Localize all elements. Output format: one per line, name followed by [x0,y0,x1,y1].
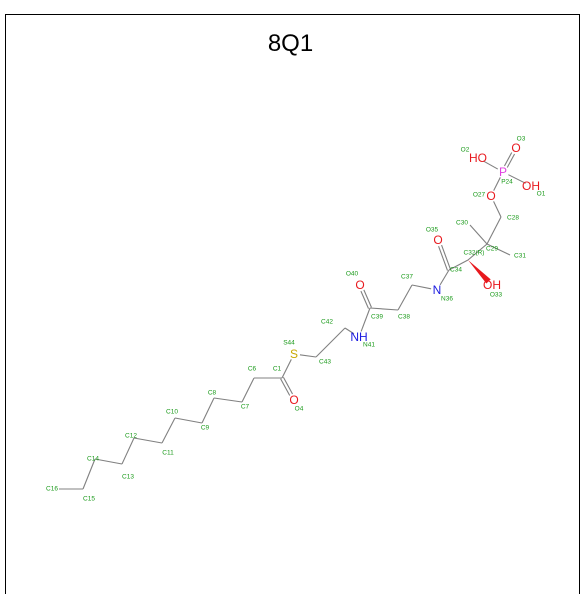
atom-label-c10: C10 [166,409,178,416]
atom-label-c8: C8 [208,390,217,397]
bond-O27-C28 [493,201,502,218]
atom-label-c16: C16 [46,486,58,493]
bond-C30-C29 [469,224,488,245]
atom-label-c13: C13 [122,474,134,481]
bond-C11-C12 [133,437,163,444]
atom-label-o2: O2 [461,147,470,154]
atom-symbol-o3: O [511,141,520,155]
atom-label-c11: C11 [162,450,174,457]
atom-symbol-o2: HO [469,151,487,165]
atom-label-c28: C28 [507,215,519,222]
atom-symbol-o35: O [433,233,442,247]
bond-C39-O40 [360,289,372,309]
bond-S44-C1 [281,359,292,379]
atom-label-s44: S44 [283,340,295,347]
bond-C34-N36 [439,269,450,286]
atom-symbol-n36: N [433,283,442,297]
atom-label-c43: C43 [319,359,331,366]
bond-N41-C42 [344,327,355,335]
atom-symbol-o1: OH [522,179,540,193]
bond-C43-S44 [299,354,317,358]
bond-C28-C29 [486,216,502,245]
atom-label-c37: C37 [401,274,413,281]
atom-label-c39: C39 [371,314,383,321]
atom-label-n36: N36 [441,296,453,303]
bond-O1-P24 [508,174,526,184]
atom-symbol-o27: O [486,189,495,203]
atom-label-c12: C12 [125,433,137,440]
bond-C8-C9 [201,397,215,424]
atom-label-c31: C31 [514,253,526,260]
atom-label-c29: C29 [486,246,498,253]
bond-C42-C43 [315,327,346,358]
atom-label-p24: P24 [501,179,513,186]
bond-C37-C38 [397,284,413,311]
atom-label-c1: C1 [273,366,282,373]
atom-label-c42: C42 [321,319,333,326]
atom-label-c32: C32(R) [464,250,485,257]
atom-label-o27: O27 [473,192,486,199]
atom-symbol-p24: P [499,165,507,179]
image-frame [5,14,580,594]
bond-O2-P24 [482,160,499,170]
atom-label-c14: C14 [87,456,99,463]
bond-C12-C13 [121,437,135,465]
atom-symbol-n41: NH [350,330,367,344]
bond-P24-O27 [493,177,501,191]
atom-label-o1: O1 [537,191,546,198]
atom-label-c30: C30 [456,220,468,227]
atom-symbol-o33: OH [483,278,501,292]
bond-C14-C15 [82,458,96,490]
bond-C1-O4 [280,376,294,396]
bond-C29-C32 [467,243,488,261]
bond-C13-C14 [94,458,123,465]
atom-label-o33: O33 [490,292,503,299]
atom-symbol-s44: S [290,347,298,361]
bond-C10-C11 [161,417,176,444]
atom-label-o40: O40 [346,271,359,278]
atom-symbol-o40: O [355,278,364,292]
molecule-title: 8Q1 [267,30,314,57]
atom-label-n41: N41 [363,342,375,349]
atom-label-o3: O3 [517,136,526,143]
bond-C32-C34 [448,259,469,271]
bond-C6-C7 [241,377,255,403]
bond-C38-C39 [369,307,399,311]
atom-label-c34: C34 [450,267,462,274]
atom-label-c7: C7 [241,404,250,411]
atom-label-c15: C15 [83,496,95,503]
atom-symbol-o4: O [289,393,298,407]
bond-C31-C29 [486,243,511,256]
atom-label-c9: C9 [201,425,210,432]
bond-C34-O35 [438,244,452,271]
atom-label-c6: C6 [248,366,257,373]
atom-label-o35: O35 [426,227,439,234]
wedge-bond-C32-O33 [468,260,491,284]
bond-C7-C8 [213,397,243,403]
bond-C9-C10 [174,417,203,424]
atom-label-c38: C38 [398,314,410,321]
bond-N36-C37 [411,284,432,290]
atom-label-o4: O4 [295,406,304,413]
bond-C39-N41 [360,307,371,332]
bond-O3-P24 [503,152,516,168]
